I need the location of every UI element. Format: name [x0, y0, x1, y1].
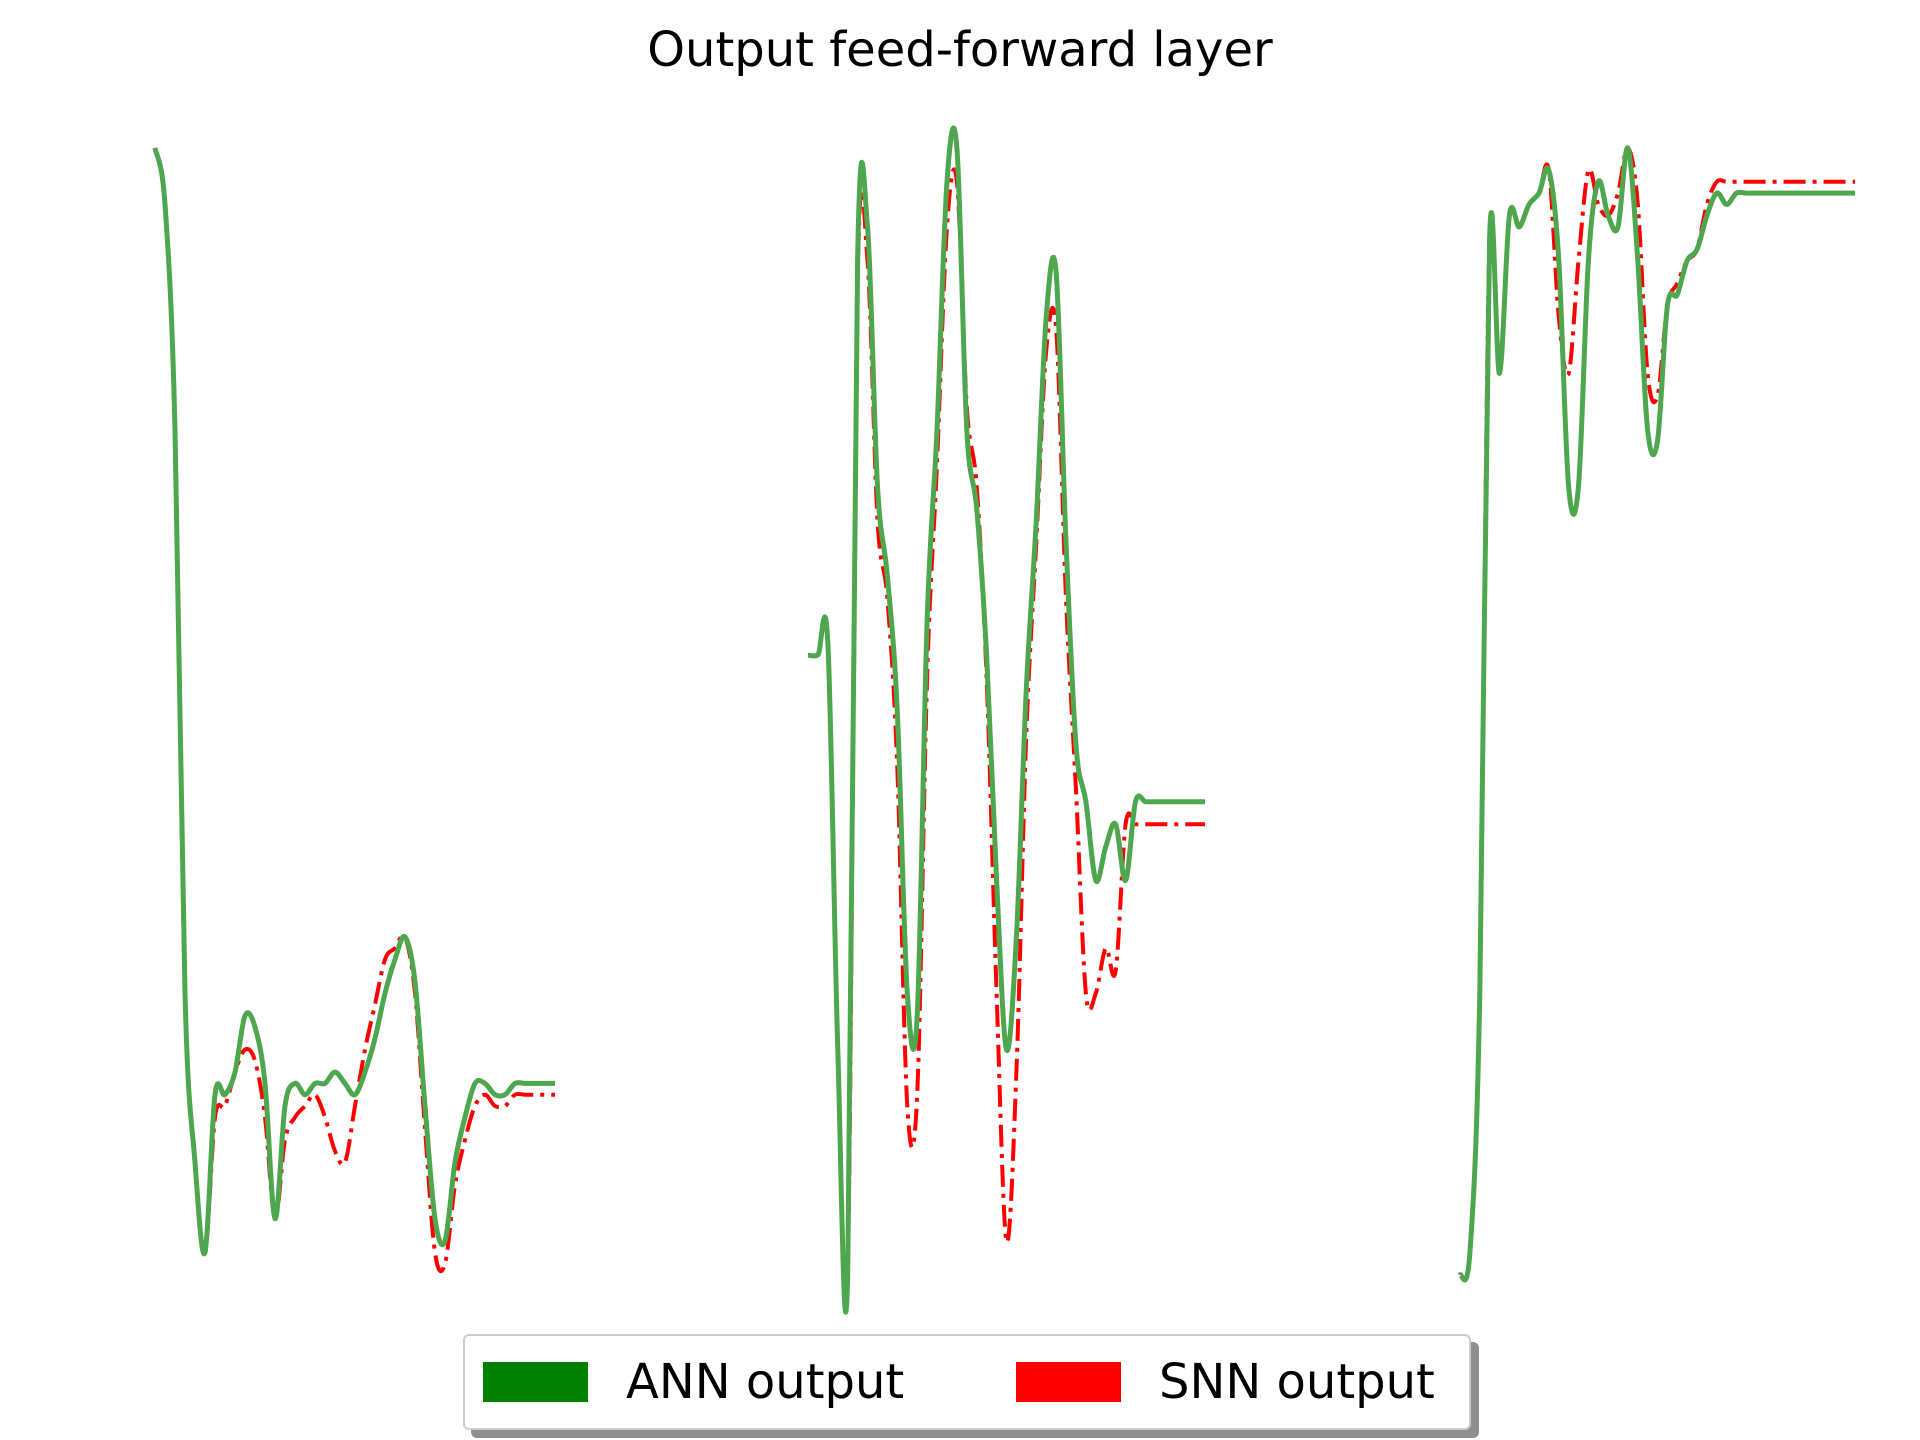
ann-legend-swatch: [483, 1362, 588, 1402]
panel-3-snn-line: [1458, 145, 1855, 1282]
panel-3-ann-line: [1457, 145, 1855, 1283]
panel-2-snn-line: [807, 167, 1205, 1313]
panel-3: [1457, 145, 1855, 1283]
panel-2-ann-line: [807, 125, 1205, 1315]
legend-item-ann: ANN output: [483, 1336, 904, 1428]
snn-legend-swatch: [1016, 1362, 1121, 1402]
panel-1: [152, 147, 555, 1274]
ann-legend-label: ANN output: [626, 1354, 905, 1410]
snn-legend-label: SNN output: [1159, 1354, 1435, 1410]
legend-item-snn: SNN output: [1016, 1336, 1435, 1428]
legend: ANN output SNN output: [463, 1334, 1471, 1430]
panel-2: [807, 125, 1205, 1315]
chart-title: Output feed-forward layer: [647, 22, 1273, 78]
panel-1-ann-line: [152, 147, 555, 1257]
